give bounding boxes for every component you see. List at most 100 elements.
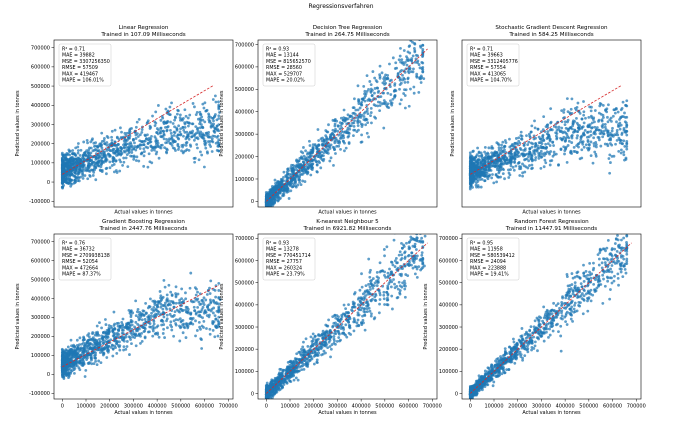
data-point: [517, 160, 521, 164]
data-point: [138, 139, 142, 143]
y-tick-label: 700000: [235, 42, 254, 48]
data-point: [197, 158, 201, 162]
data-point: [483, 168, 487, 172]
data-point: [576, 130, 580, 134]
data-point: [348, 115, 352, 118]
data-point: [597, 138, 601, 142]
data-point: [198, 134, 202, 138]
data-point: [69, 338, 73, 342]
data-point: [200, 299, 204, 302]
data-point: [81, 357, 85, 361]
data-point: [525, 134, 528, 138]
data-point: [476, 146, 479, 150]
stats-background: [58, 237, 112, 281]
data-point: [217, 323, 221, 326]
data-point: [62, 168, 66, 172]
data-point: [294, 175, 298, 179]
data-point: [350, 118, 354, 122]
data-point: [572, 145, 576, 149]
data-point: [130, 126, 133, 130]
data-point: [186, 325, 190, 328]
data-point: [591, 161, 595, 165]
data-point: [159, 126, 163, 130]
data-point: [189, 271, 193, 275]
data-point: [114, 169, 118, 172]
data-point: [274, 182, 277, 185]
data-point: [470, 175, 474, 179]
data-point: [125, 131, 129, 135]
data-point: [382, 77, 386, 81]
data-point: [403, 61, 407, 64]
data-point: [291, 166, 295, 170]
data-point: [334, 136, 338, 140]
data-point: [183, 125, 187, 129]
data-point: [584, 116, 587, 120]
data-point: [217, 114, 221, 118]
data-point: [162, 327, 165, 331]
data-point: [199, 337, 203, 341]
data-point: [207, 115, 211, 119]
data-point: [68, 175, 71, 179]
data-point: [146, 165, 150, 169]
data-point: [125, 345, 129, 348]
data-point: [89, 159, 92, 162]
data-point: [211, 98, 215, 101]
data-point: [558, 129, 562, 133]
data-point: [563, 120, 567, 124]
data-point: [576, 123, 580, 127]
data-point: [215, 128, 219, 132]
data-point: [170, 143, 174, 147]
data-point: [143, 329, 147, 333]
data-point: [302, 171, 306, 175]
data-point: [213, 301, 217, 305]
data-point: [180, 300, 184, 304]
data-point: [475, 170, 479, 174]
data-point: [530, 157, 534, 161]
data-point: [411, 40, 414, 44]
data-point: [306, 170, 310, 174]
data-point: [529, 130, 533, 134]
data-point: [71, 149, 75, 152]
data-point: [502, 168, 505, 172]
y-axis-label: Predicted values in tonnes: [15, 283, 21, 349]
data-point: [362, 115, 366, 118]
data-point: [188, 130, 192, 134]
data-point: [329, 156, 333, 160]
data-point: [336, 124, 340, 128]
data-point: [502, 154, 506, 158]
data-point: [384, 77, 388, 81]
data-point: [284, 174, 288, 178]
data-point: [278, 191, 282, 195]
data-point: [112, 163, 116, 166]
data-point: [469, 163, 472, 167]
data-point: [415, 36, 418, 39]
data-point: [161, 116, 165, 120]
data-point: [317, 148, 321, 151]
data-point: [98, 321, 101, 324]
data-point: [539, 149, 543, 153]
data-point: [166, 109, 170, 113]
data-point: [168, 307, 172, 311]
data-point: [93, 144, 96, 148]
data-point: [73, 162, 76, 166]
data-point: [176, 136, 180, 140]
data-point: [129, 154, 132, 158]
data-point: [207, 308, 211, 312]
data-point: [202, 296, 206, 300]
data-point: [528, 147, 532, 151]
data-point: [526, 143, 530, 147]
data-point: [89, 346, 93, 350]
data-point: [125, 148, 128, 152]
data-point: [99, 165, 103, 169]
data-point: [508, 158, 512, 162]
y-tick-label: 600000: [31, 258, 50, 264]
data-point: [613, 111, 617, 115]
stats-line: MAX = 472664: [62, 265, 98, 271]
data-point: [408, 58, 411, 62]
data-point: [189, 299, 193, 303]
y-tick-label: 300000: [31, 122, 50, 128]
data-point: [313, 335, 317, 338]
data-point: [326, 149, 330, 152]
data-point: [159, 135, 163, 138]
data-point: [95, 324, 99, 328]
